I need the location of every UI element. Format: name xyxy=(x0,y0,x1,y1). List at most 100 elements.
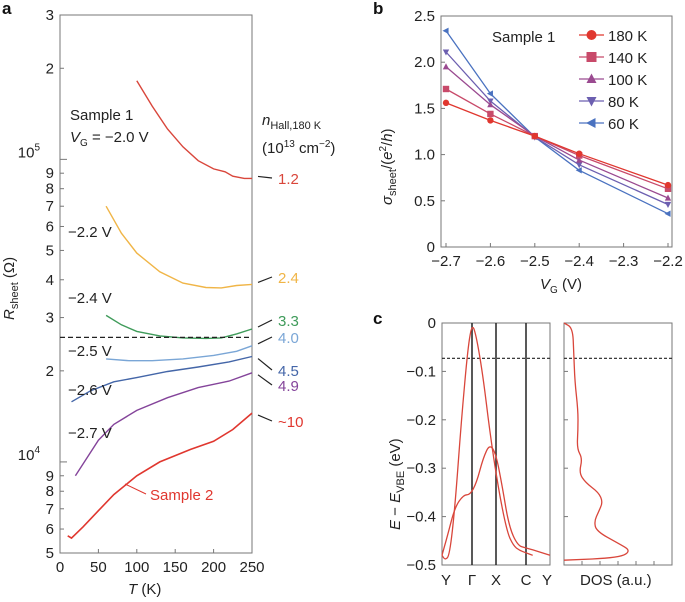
data-point xyxy=(664,185,672,192)
y-tick-label: 9 xyxy=(46,165,54,182)
x-tick-label: −2.7 xyxy=(431,253,461,270)
x-tick-label: 0 xyxy=(56,559,64,576)
sample2-label: Sample 2 xyxy=(150,487,213,504)
y-tick-label: 5 xyxy=(46,242,54,259)
y-tick-label: −0.1 xyxy=(406,363,436,380)
data-point xyxy=(575,167,582,174)
y-tick-label: 1.5 xyxy=(414,100,435,117)
data-point xyxy=(576,150,583,157)
data-point xyxy=(487,101,494,108)
leader-line xyxy=(257,175,273,179)
k-point-label: Y xyxy=(542,572,552,589)
y-tick-label: 0 xyxy=(427,239,435,256)
data-point xyxy=(576,156,583,163)
x-tick-label: 200 xyxy=(201,559,226,576)
y-tick-label: 9 xyxy=(46,468,54,485)
panel-b-sample-label: Sample 1 xyxy=(492,29,555,46)
x-tick-label: 250 xyxy=(239,559,264,576)
gate-voltage-label: −2.4 V xyxy=(68,290,112,307)
data-point xyxy=(664,210,671,217)
panel-b-xlabel: VG (V) xyxy=(540,276,582,296)
legend-label: 60 K xyxy=(608,116,639,133)
panel-c-ylabel: E − EVBE (eV) xyxy=(387,438,407,530)
y-tick-label: 5 xyxy=(46,545,54,562)
leader-line xyxy=(257,374,273,386)
legend-label: 80 K xyxy=(608,94,639,111)
data-point xyxy=(664,181,672,189)
legend-marker xyxy=(586,118,596,128)
panel-b-ticks: 0 0.5 1.0 1.5 2.0 2.5 −2.7 −2.6 −2.5 −2.4 −2.3 −2.2 xyxy=(414,8,683,270)
y-tick-label: 0 xyxy=(428,315,436,332)
nhall-value: 4.5 xyxy=(278,363,299,380)
data-point xyxy=(442,99,450,107)
y-tick-label: 8 xyxy=(46,483,54,500)
nhall-value: 4.0 xyxy=(278,330,299,347)
legend-marker xyxy=(586,30,597,40)
nhall-value: 1.2 xyxy=(278,171,299,188)
data-point xyxy=(442,63,450,70)
panel-a-labels: −2.2 V −2.4 V −2.5 V −2.6 V −2.7 V Sample 2 xyxy=(68,224,213,504)
dos-frame xyxy=(563,322,673,566)
gate-voltage-label: −2.6 V xyxy=(68,382,112,399)
panel-c: c 0−0.1−0.2−0.3−0.4−0.5Y Γ X C Y E − EVBE (e… xyxy=(373,309,673,589)
panel-b-series xyxy=(442,27,672,217)
panel-a-x-ticks: 0 50 100 150 200 250 xyxy=(56,549,265,576)
k-point-label: C xyxy=(521,572,532,589)
panel-b-frame xyxy=(440,15,673,248)
nhall-value: 2.4 xyxy=(278,270,299,287)
y-tick-label: 7 xyxy=(46,198,54,215)
dos-curve xyxy=(563,322,629,561)
data-point xyxy=(531,132,538,140)
y-tick-label: −0.2 xyxy=(406,412,436,429)
y-tick-label: 2 xyxy=(46,60,54,77)
data-point xyxy=(664,194,672,201)
nhall-header: nHall,180 K xyxy=(262,112,322,132)
panel-c-letter: c xyxy=(373,309,382,328)
nhall-value: 3.3 xyxy=(278,313,299,330)
data-point xyxy=(487,117,494,124)
x-tick-label: −2.2 xyxy=(653,253,683,270)
y-tick-label: 0.5 xyxy=(414,193,435,210)
panel-b-letter: b xyxy=(373,0,383,18)
legend-marker xyxy=(586,73,597,83)
sample1-label: Sample 1 xyxy=(70,107,133,124)
panel-a-frame xyxy=(59,14,253,554)
nhall-value: 4.9 xyxy=(278,378,299,395)
panel-a-ylabel: Rsheet (Ω) xyxy=(1,257,21,320)
y-tick-label: 2.0 xyxy=(414,54,435,71)
x-tick-label: −2.5 xyxy=(520,253,550,270)
leader-line xyxy=(257,276,273,284)
data-point xyxy=(486,90,493,97)
y-tick-label: −0.3 xyxy=(406,460,436,477)
panel-c-curves xyxy=(441,322,672,561)
y-tick-label: 3 xyxy=(46,7,54,24)
x-tick-label: −2.6 xyxy=(476,253,506,270)
panel-a-letter: a xyxy=(2,0,12,18)
nhall-units: (1013 cm−2) xyxy=(262,139,335,157)
gate-voltage-label: −2.7 V xyxy=(68,425,112,442)
series-line-3 xyxy=(106,345,253,362)
x-tick-label: 50 xyxy=(90,559,107,576)
series-line-4 xyxy=(71,355,253,403)
sample2-pointer xyxy=(124,483,147,495)
k-point-label: Y xyxy=(441,572,451,589)
panel-b-ylabel: σsheet/(e2/h) xyxy=(378,128,399,205)
legend-marker xyxy=(586,52,597,62)
panel-c-ticks: 0−0.1−0.2−0.3−0.4−0.5Y Γ X C Y xyxy=(406,315,655,589)
y-major-tick-label: 105 xyxy=(18,142,41,161)
svg-text:E − EVBE (eV): E − EVBE (eV) xyxy=(387,438,407,530)
series-line-5 xyxy=(74,372,253,477)
k-point-lines xyxy=(471,323,527,565)
y-tick-label: 2.5 xyxy=(414,8,435,25)
y-tick-label: 7 xyxy=(46,501,54,518)
y-tick-label: 1.0 xyxy=(414,147,435,164)
data-point xyxy=(442,49,450,56)
x-tick-label: −2.4 xyxy=(564,253,594,270)
leader-line xyxy=(257,336,273,345)
y-tick-label: −0.5 xyxy=(406,557,436,574)
data-point xyxy=(664,201,672,209)
legend-marker xyxy=(586,97,597,107)
leader-line xyxy=(257,414,273,422)
y-tick-label: 6 xyxy=(46,218,54,235)
